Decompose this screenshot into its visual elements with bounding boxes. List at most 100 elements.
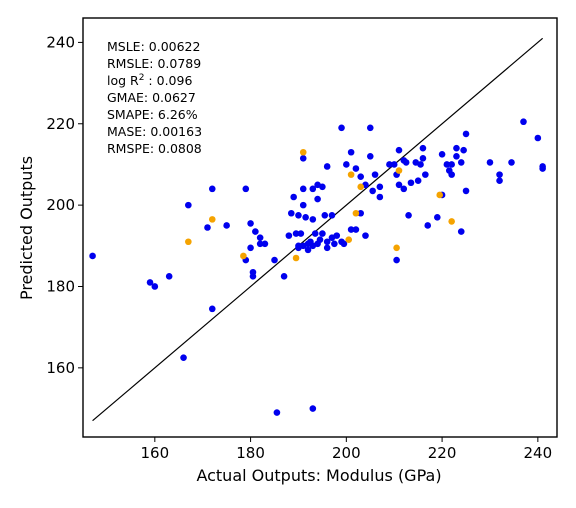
data-point-blue [146, 279, 154, 286]
data-point-blue [462, 130, 470, 138]
data-point-orange [299, 148, 307, 156]
data-point-blue [242, 185, 250, 193]
data-point-orange [393, 244, 400, 252]
data-point-orange [395, 167, 403, 174]
data-point-blue [448, 161, 455, 168]
data-point-blue [352, 165, 360, 172]
data-point-blue [457, 228, 465, 235]
data-point-blue [453, 144, 460, 152]
x-tick-label: 180 [236, 444, 265, 462]
x-tick-label: 240 [524, 444, 553, 462]
data-point-blue [292, 230, 300, 237]
x-tick-label: 160 [140, 444, 169, 462]
metric-text: GMAE: 0.0627 [107, 90, 196, 105]
data-point-blue [323, 238, 331, 246]
data-point-orange [347, 171, 355, 178]
data-point-blue [280, 273, 288, 280]
data-point-blue [539, 165, 546, 172]
data-point-blue [271, 256, 278, 264]
metric-text: MASE: 0.00163 [107, 124, 202, 139]
data-point-blue [185, 201, 192, 209]
data-point-blue [208, 305, 216, 313]
data-point-blue [347, 226, 355, 233]
data-point-blue [395, 146, 403, 154]
data-point-blue [297, 230, 305, 237]
data-point-blue [256, 234, 264, 241]
data-point-blue [508, 159, 515, 166]
metric-suffix: : 0.096 [144, 73, 192, 88]
data-point-blue [443, 161, 451, 168]
data-point-blue [304, 246, 312, 254]
data-point-blue [323, 244, 331, 252]
metric-text: MSLE: 0.00622 [107, 39, 200, 54]
data-point-blue [323, 163, 331, 170]
data-point-blue [357, 173, 364, 180]
data-point-blue [319, 183, 326, 191]
y-tick-label: 200 [46, 196, 75, 214]
data-point-blue [299, 155, 307, 162]
data-point-blue [534, 134, 542, 142]
data-point-blue [309, 216, 317, 223]
x-tick-label: 220 [428, 444, 457, 462]
data-point-blue [223, 222, 230, 229]
data-point-blue [331, 240, 338, 248]
axes-frame [82, 17, 558, 438]
data-point-blue [247, 220, 254, 227]
data-point-orange [357, 183, 364, 191]
data-point-blue [273, 409, 281, 416]
data-point-blue [419, 155, 427, 162]
x-axis-label: Actual Outputs: Modulus (GPa) [196, 466, 441, 485]
data-point-blue [290, 193, 297, 201]
data-point-blue [89, 252, 96, 260]
reference-line [92, 37, 544, 422]
data-point-blue [405, 211, 412, 219]
y-tick-label: 160 [46, 359, 75, 377]
axis-ticks: 160 180 200 220 240 160 180 200 220 240 [46, 33, 552, 462]
data-point-blue [376, 183, 384, 191]
metric-text: log R2 : 0.096 [107, 73, 192, 88]
data-point-blue [299, 201, 307, 209]
data-point-orange [436, 191, 443, 199]
data-point-blue [366, 153, 374, 160]
data-point-orange [345, 236, 353, 244]
data-point-blue [395, 181, 403, 189]
data-point-blue [299, 185, 307, 193]
data-point-orange [292, 254, 300, 262]
data-point-blue [249, 273, 257, 280]
data-point-blue [422, 171, 429, 178]
metrics-box: MSLE: 0.00622 RMSLE: 0.0789 log R2 : 0.096… [107, 39, 202, 156]
data-point-blue [340, 240, 348, 248]
plot-area [82, 17, 558, 438]
data-point-blue [247, 244, 254, 252]
data-point-blue [165, 273, 173, 280]
data-point-blue [496, 171, 503, 178]
data-point-blue [309, 405, 317, 412]
data-point-orange [448, 218, 455, 225]
data-point-blue [180, 354, 187, 361]
data-point-orange [240, 252, 247, 260]
data-point-blue [462, 187, 470, 195]
data-point-blue [208, 185, 216, 193]
metric-superscript: 2 [139, 73, 145, 83]
data-point-blue [321, 211, 329, 219]
data-point-blue [520, 118, 527, 126]
data-point-blue [448, 171, 455, 178]
data-point-blue [261, 240, 269, 248]
data-point-blue [460, 146, 467, 154]
data-point-blue [252, 228, 259, 235]
data-point-blue [256, 240, 264, 248]
data-point-blue [328, 211, 336, 219]
data-point-blue [319, 230, 326, 237]
data-point-blue [357, 209, 364, 217]
data-point-orange [352, 209, 360, 217]
data-point-blue [347, 148, 355, 156]
data-point-blue [457, 159, 465, 166]
data-point-blue [285, 232, 293, 239]
data-point-blue [496, 177, 503, 185]
data-point-blue [366, 124, 374, 132]
data-point-blue [295, 211, 302, 219]
data-point-blue [424, 222, 432, 229]
